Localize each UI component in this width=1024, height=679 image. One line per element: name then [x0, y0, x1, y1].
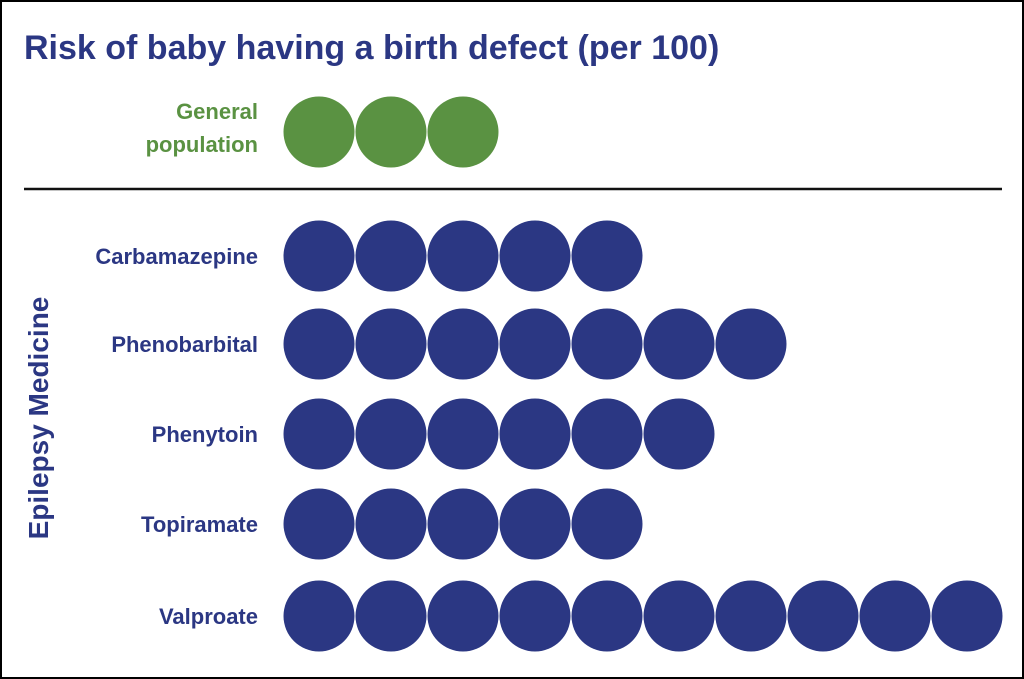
medicine-risk-dot	[571, 308, 643, 380]
medicine-label: Valproate	[159, 604, 258, 629]
general-population-dot	[427, 96, 499, 168]
medicine-label: Phenytoin	[152, 422, 258, 447]
medicine-risk-dot	[787, 580, 859, 652]
medicine-risk-dot	[859, 580, 931, 652]
medicine-row: Phenobarbital	[111, 308, 787, 380]
medicine-risk-dot	[427, 488, 499, 560]
general-population-dot	[283, 96, 355, 168]
medicine-risk-dot	[355, 580, 427, 652]
medicine-risk-dot	[355, 488, 427, 560]
general-population-label-line: population	[146, 132, 258, 157]
medicine-risk-dot	[499, 308, 571, 380]
medicine-risk-dot	[643, 398, 715, 470]
medicine-risk-dot	[283, 580, 355, 652]
medicine-risk-dot	[427, 308, 499, 380]
medicine-risk-dot	[643, 580, 715, 652]
medicine-risk-dot	[355, 398, 427, 470]
medicine-risk-dot	[283, 488, 355, 560]
medicine-risk-dot	[355, 308, 427, 380]
medicine-risk-dot	[283, 220, 355, 292]
medicine-risk-dot	[283, 398, 355, 470]
general-population-label-line: General	[176, 99, 258, 124]
medicine-risk-dot	[499, 488, 571, 560]
medicine-risk-dot	[427, 220, 499, 292]
medicine-label: Phenobarbital	[111, 332, 258, 357]
general-population-dot	[355, 96, 427, 168]
general-population-dots	[283, 96, 499, 168]
medicine-risk-dot	[715, 580, 787, 652]
chart-title: Risk of baby having a birth defect (per …	[24, 29, 719, 67]
medicine-risk-dot	[499, 398, 571, 470]
medicine-rows: Carbamazepine Phenobarbital Phenytoin Topir…	[95, 220, 1003, 652]
medicine-risk-dot	[571, 488, 643, 560]
medicine-label: Topiramate	[141, 512, 258, 537]
medicine-risk-dot	[931, 580, 1003, 652]
medicine-risk-dot	[499, 580, 571, 652]
medicine-risk-dot	[571, 580, 643, 652]
medicine-risk-dot	[571, 220, 643, 292]
medicine-row: Topiramate	[141, 488, 643, 560]
medicine-risk-dot	[715, 308, 787, 380]
epilepsy-medicine-group-label: Epilepsy Medicine	[23, 297, 54, 540]
medicine-row: Valproate	[159, 580, 1003, 652]
medicine-label: Carbamazepine	[95, 244, 258, 269]
medicine-risk-dot	[643, 308, 715, 380]
medicine-risk-dot	[427, 580, 499, 652]
medicine-row: Carbamazepine	[95, 220, 643, 292]
medicine-risk-dot	[571, 398, 643, 470]
medicine-risk-dot	[427, 398, 499, 470]
medicine-row: Phenytoin	[152, 398, 715, 470]
medicine-risk-dot	[283, 308, 355, 380]
general-population-label: General population	[146, 99, 258, 157]
medicine-risk-dot	[355, 220, 427, 292]
medicine-risk-dot	[499, 220, 571, 292]
